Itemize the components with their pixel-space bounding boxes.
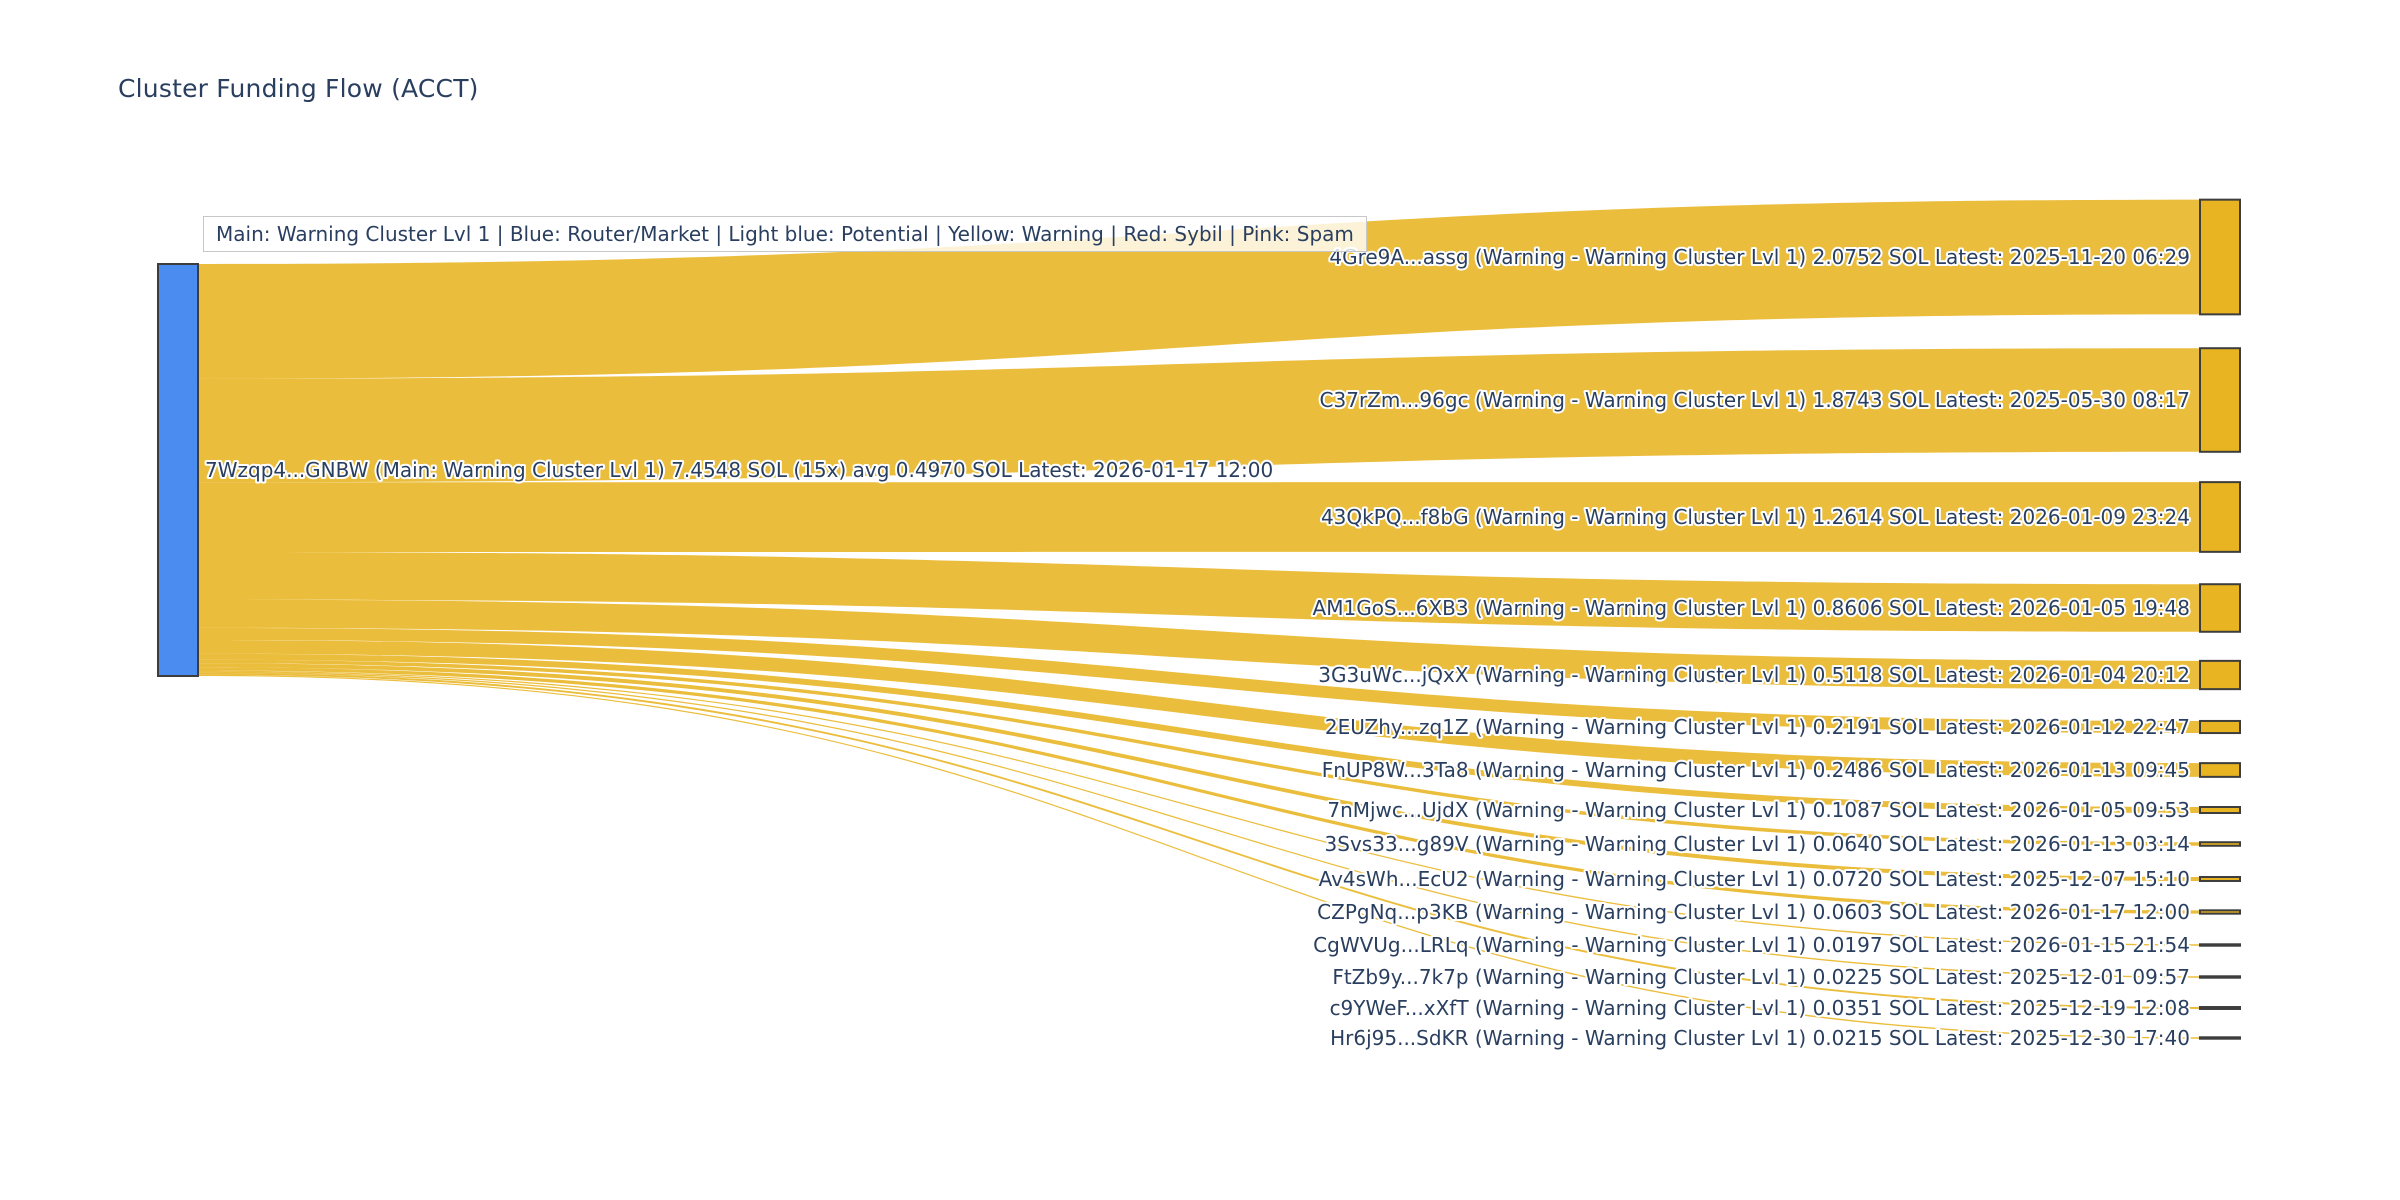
sankey-target-label: C37rZm...96gc (Warning - Warning Cluster… [1320, 388, 2190, 412]
sankey-node-target[interactable] [2199, 975, 2241, 979]
sankey-link[interactable] [198, 348, 2200, 483]
sankey-node-target[interactable] [2199, 198, 2241, 316]
sankey-node-target[interactable] [2199, 659, 2241, 691]
sankey-link[interactable] [198, 653, 2200, 813]
sankey-node-target[interactable] [2199, 876, 2241, 882]
sankey-target-label: CgWVUg...LRLq (Warning - Warning Cluster… [1313, 933, 2190, 957]
sankey-source-label: 7Wzqp4...GNBW (Main: Warning Cluster Lvl… [205, 458, 1273, 482]
sankey-target-label: 43QkPQ...f8bG (Warning - Warning Cluster… [1321, 505, 2190, 529]
sankey-target-label: FnUP8W...3Ta8 (Warning - Warning Cluster… [1322, 758, 2190, 782]
sankey-link[interactable] [198, 670, 2200, 946]
sankey-link[interactable] [198, 674, 2200, 1039]
sankey-link[interactable] [198, 551, 2200, 632]
sankey-node-target[interactable] [2199, 841, 2241, 847]
sankey-node-target[interactable] [2199, 909, 2241, 915]
sankey-target-label: 2EUZhy...zq1Z (Warning - Warning Cluster… [1325, 715, 2190, 739]
sankey-link[interactable] [198, 199, 2200, 379]
sankey-node-source[interactable] [157, 263, 199, 677]
sankey-link[interactable] [198, 667, 2200, 914]
sankey-target-label: 3G3uWc...jQxX (Warning - Warning Cluster… [1318, 663, 2190, 687]
sankey-node-target[interactable] [2199, 806, 2241, 815]
legend-annotation: Main: Warning Cluster Lvl 1 | Blue: Rout… [203, 216, 1367, 252]
sankey-link[interactable] [198, 672, 2200, 1009]
sankey-node-target[interactable] [2199, 719, 2241, 735]
sankey-link[interactable] [198, 671, 2200, 978]
sankey-link[interactable] [198, 599, 2200, 690]
sankey-target-label: c9YWeF...xXfT (Warning - Warning Cluster… [1330, 996, 2190, 1020]
sankey-target-label: 3Svs33...g89V (Warning - Warning Cluster… [1325, 832, 2190, 856]
sankey-node-target[interactable] [2199, 481, 2241, 553]
sankey-link[interactable] [198, 639, 2200, 777]
sankey-link[interactable] [198, 659, 2200, 846]
sankey-nodes-group [157, 198, 2241, 1040]
sankey-node-target[interactable] [2199, 1006, 2241, 1010]
sankey-node-target[interactable] [2199, 943, 2241, 947]
page-title: Cluster Funding Flow (ACCT) [118, 74, 479, 103]
sankey-link[interactable] [198, 482, 2200, 552]
sankey-node-target[interactable] [2199, 347, 2241, 453]
sankey-target-label: FtZb9y...7k7p (Warning - Warning Cluster… [1332, 965, 2190, 989]
sankey-target-label: CZPgNq...p3KB (Warning - Warning Cluster… [1317, 900, 2190, 924]
sankey-target-label: Hr6j95...SdKR (Warning - Warning Cluster… [1330, 1026, 2190, 1050]
sankey-labels-group: 7Wzqp4...GNBW (Main: Warning Cluster Lvl… [203, 243, 2192, 1052]
sankey-link[interactable] [198, 663, 2200, 881]
sankey-link[interactable] [198, 627, 2200, 734]
sankey-node-target[interactable] [2199, 762, 2241, 778]
sankey-links-group [198, 199, 2200, 1039]
sankey-target-label: 7nMjwc...UjdX (Warning - Warning Cluster… [1327, 798, 2190, 822]
sankey-node-target[interactable] [2199, 583, 2241, 633]
sankey-target-label: AM1GoS...6XB3 (Warning - Warning Cluster… [1313, 596, 2190, 620]
sankey-target-label: Av4sWh...EcU2 (Warning - Warning Cluster… [1319, 867, 2190, 891]
sankey-target-label: 4Gre9A...assg (Warning - Warning Cluster… [1329, 245, 2190, 269]
sankey-node-target[interactable] [2199, 1036, 2241, 1040]
